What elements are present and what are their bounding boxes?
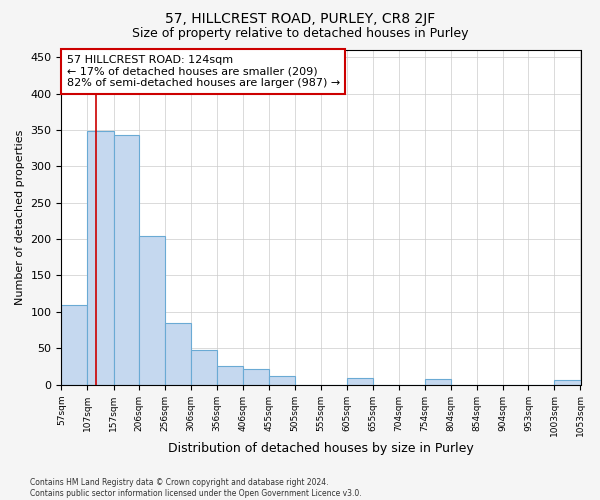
Bar [191, 350, 217, 384]
Text: 57, HILLCREST ROAD, PURLEY, CR8 2JF: 57, HILLCREST ROAD, PURLEY, CR8 2JF [165, 12, 435, 26]
Bar [88, 132, 113, 384]
Bar [61, 304, 88, 384]
Bar [139, 236, 165, 384]
Bar [113, 135, 139, 384]
Bar [554, 380, 581, 384]
Bar [425, 379, 451, 384]
Text: Contains HM Land Registry data © Crown copyright and database right 2024.
Contai: Contains HM Land Registry data © Crown c… [30, 478, 362, 498]
Text: 57 HILLCREST ROAD: 124sqm
← 17% of detached houses are smaller (209)
82% of semi: 57 HILLCREST ROAD: 124sqm ← 17% of detac… [67, 55, 340, 88]
Y-axis label: Number of detached properties: Number of detached properties [15, 130, 25, 305]
X-axis label: Distribution of detached houses by size in Purley: Distribution of detached houses by size … [168, 442, 474, 455]
Bar [217, 366, 243, 384]
Text: Size of property relative to detached houses in Purley: Size of property relative to detached ho… [132, 28, 468, 40]
Bar [243, 368, 269, 384]
Bar [347, 378, 373, 384]
Bar [269, 376, 295, 384]
Bar [165, 323, 191, 384]
